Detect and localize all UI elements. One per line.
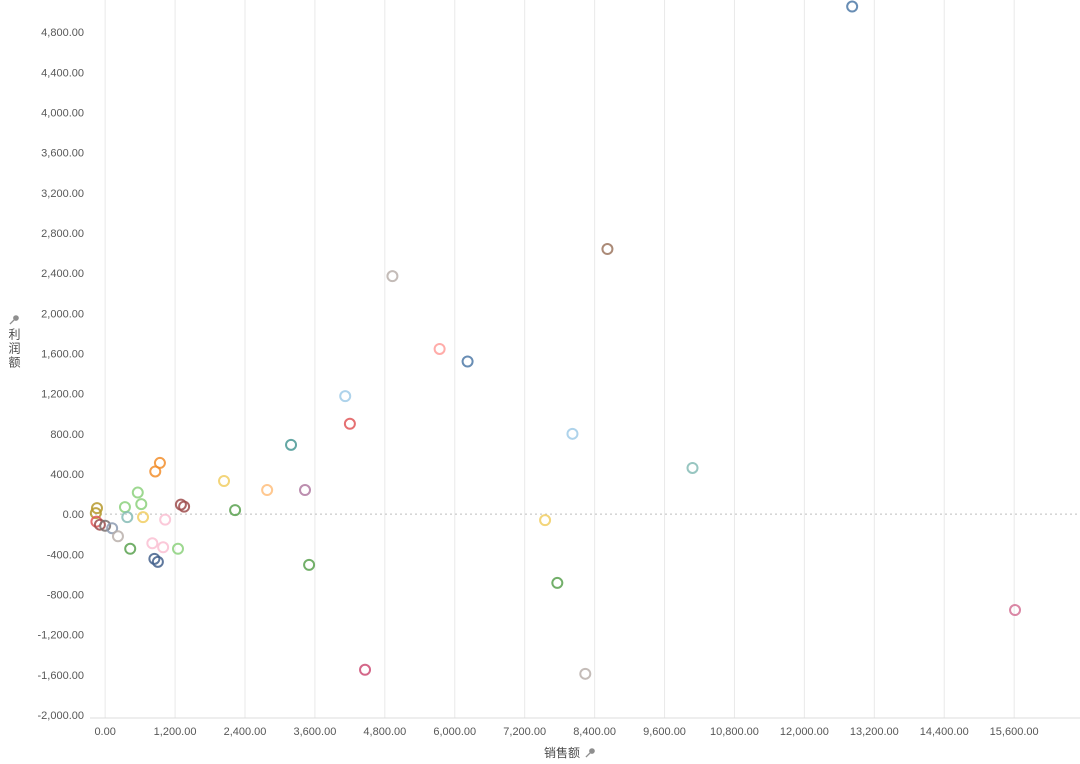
data-point[interactable] — [99, 519, 112, 532]
data-point[interactable] — [157, 541, 170, 554]
data-point[interactable] — [285, 438, 298, 451]
x-axis-title-label: 销售额 — [543, 746, 580, 760]
data-point[interactable] — [178, 500, 191, 513]
data-point[interactable] — [433, 342, 446, 355]
data-point[interactable] — [539, 514, 552, 527]
x-tick-label: 2,400.00 — [224, 726, 267, 738]
y-tick-label: -1,600.00 — [38, 670, 84, 682]
data-point[interactable] — [93, 518, 106, 531]
x-axis-title[interactable]: 销售额 — [60, 744, 1080, 761]
x-tick-label: 3,600.00 — [294, 726, 337, 738]
data-point[interactable] — [89, 507, 102, 520]
y-tick-label: 3,200.00 — [41, 188, 84, 200]
data-point[interactable] — [131, 486, 144, 499]
data-point[interactable] — [386, 270, 399, 283]
data-point[interactable] — [124, 542, 137, 555]
data-point[interactable] — [551, 576, 564, 589]
data-point[interactable] — [90, 502, 103, 515]
y-tick-label: -800.00 — [47, 589, 84, 601]
x-tick-label: 13,200.00 — [850, 726, 899, 738]
y-tick-label: 1,600.00 — [41, 348, 84, 360]
x-tick-label: 8,400.00 — [573, 726, 616, 738]
x-tick-label: 15,600.00 — [990, 726, 1039, 738]
y-tick-label: 2,400.00 — [41, 268, 84, 280]
data-point[interactable] — [461, 355, 474, 368]
y-tick-label: 4,400.00 — [41, 67, 84, 79]
data-point[interactable] — [343, 417, 356, 430]
data-point[interactable] — [149, 465, 162, 478]
data-point[interactable] — [339, 390, 352, 403]
data-point[interactable] — [846, 0, 859, 13]
y-tick-label: 0.00 — [63, 509, 84, 521]
data-point[interactable] — [566, 427, 579, 440]
y-tick-label: 3,600.00 — [41, 148, 84, 160]
y-tick-label: -1,200.00 — [38, 630, 84, 642]
data-point[interactable] — [171, 542, 184, 555]
data-point[interactable] — [299, 484, 312, 497]
x-tick-label: 1,200.00 — [154, 726, 197, 738]
pin-icon[interactable] — [585, 747, 596, 758]
data-point[interactable] — [151, 555, 164, 568]
x-tick-label: 9,600.00 — [643, 726, 686, 738]
data-point[interactable] — [218, 475, 231, 488]
y-tick-label: 4,000.00 — [41, 107, 84, 119]
x-tick-label: 10,800.00 — [710, 726, 759, 738]
data-point[interactable] — [686, 461, 699, 474]
x-tick-label: 6,000.00 — [433, 726, 476, 738]
y-axis-title-label: 利润额 — [7, 328, 21, 370]
x-tick-label: 0.00 — [94, 726, 115, 738]
y-tick-label: 1,200.00 — [41, 389, 84, 401]
x-tick-label: 7,200.00 — [503, 726, 546, 738]
x-tick-label: 12,000.00 — [780, 726, 829, 738]
data-point[interactable] — [106, 522, 119, 535]
data-point[interactable] — [579, 667, 592, 680]
y-tick-label: -2,000.00 — [38, 710, 84, 722]
data-point[interactable] — [111, 530, 124, 543]
y-tick-label: 800.00 — [50, 429, 84, 441]
data-point[interactable] — [137, 511, 150, 524]
data-point[interactable] — [1009, 604, 1022, 617]
data-point[interactable] — [118, 501, 131, 514]
data-point[interactable] — [121, 511, 134, 524]
data-point[interactable] — [159, 513, 172, 526]
data-point[interactable] — [148, 552, 161, 565]
x-tick-label: 14,400.00 — [920, 726, 969, 738]
y-tick-label: -400.00 — [47, 549, 84, 561]
data-point[interactable] — [303, 558, 316, 571]
data-point[interactable] — [261, 484, 274, 497]
x-tick-label: 4,800.00 — [363, 726, 406, 738]
data-point[interactable] — [229, 504, 242, 517]
y-tick-label: 400.00 — [50, 469, 84, 481]
y-tick-label: 4,800.00 — [41, 27, 84, 39]
data-point[interactable] — [146, 537, 159, 550]
y-axis-title[interactable]: 利润额 — [6, 314, 23, 370]
y-tick-label: 2,000.00 — [41, 308, 84, 320]
data-point[interactable] — [359, 663, 372, 676]
y-tick-label: 2,800.00 — [41, 228, 84, 240]
data-point[interactable] — [135, 498, 148, 511]
data-point[interactable] — [601, 243, 614, 256]
pin-icon[interactable] — [9, 314, 20, 325]
